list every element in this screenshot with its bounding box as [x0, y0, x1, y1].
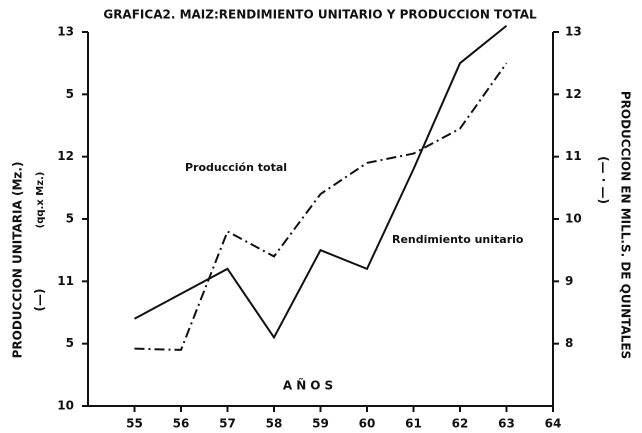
x-tick-label: 63 [498, 417, 515, 431]
y-tick-label: 12 [57, 149, 74, 163]
y2-tick-label: 11 [565, 149, 582, 163]
x-tick-label: 58 [266, 417, 283, 431]
y-tick-label: 5 [66, 87, 74, 101]
y-tick-label: 13 [57, 25, 74, 39]
y2-tick-label: 12 [565, 87, 582, 101]
y2-tick-label: 9 [565, 274, 573, 288]
series-label: Producción total [185, 161, 287, 174]
x-tick-label: 60 [359, 417, 376, 431]
y2-tick-label: 13 [565, 25, 582, 39]
y-axis-unit: (qq.x Mz.) [35, 172, 46, 229]
x-tick-label: 57 [219, 417, 236, 431]
y-tick-label: 11 [57, 274, 74, 288]
y-axis-key: (—) [33, 289, 47, 312]
y-tick-label: 5 [66, 336, 74, 350]
x-tick-label: 56 [173, 417, 190, 431]
y2-axis-label: PRODUCCION EN MILL.S. DE QUINTALES [619, 91, 633, 359]
series-label: Rendimiento unitario [392, 233, 524, 246]
y2-tick-label: 10 [565, 212, 582, 226]
x-tick-label: 59 [312, 417, 329, 431]
y2-axis-key: (— · —) [597, 156, 611, 204]
y-tick-label: 10 [57, 399, 74, 413]
y-axis-label: PRODUCCION UNITARIA (Mz.) [11, 162, 25, 359]
x-tick-label: 64 [545, 417, 562, 431]
chart-title: GRAFICA2. MAIZ:RENDIMIENTO UNITARIO Y PR… [103, 8, 537, 22]
x-tick-label: 55 [126, 417, 143, 431]
y-tick-label: 5 [66, 212, 74, 226]
x-axis-label: AÑOS [283, 378, 337, 393]
x-tick-label: 62 [452, 417, 469, 431]
y2-tick-label: 8 [565, 336, 573, 350]
series-line [134, 62, 508, 351]
x-tick-label: 61 [405, 417, 422, 431]
series-line [134, 24, 508, 340]
